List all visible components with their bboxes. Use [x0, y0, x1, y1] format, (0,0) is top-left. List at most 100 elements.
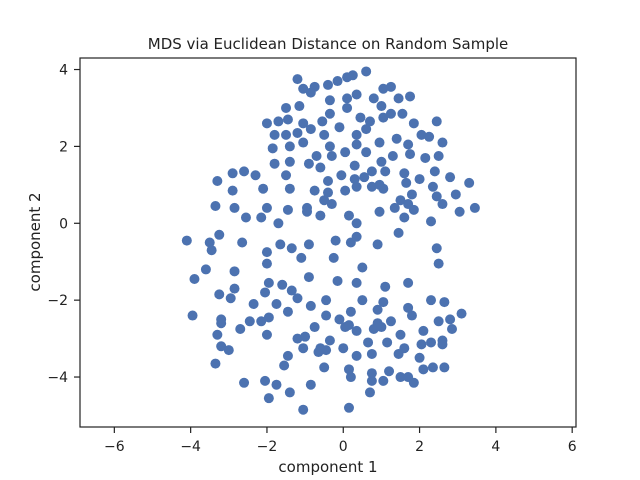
scatter-point: [284, 156, 295, 167]
scatter-point: [351, 181, 362, 192]
scatter-point: [292, 293, 303, 304]
scatter-point: [282, 114, 293, 125]
scatter-point: [380, 281, 391, 292]
scatter-point: [433, 316, 444, 327]
scatter-point: [336, 170, 347, 181]
scatter-point: [210, 358, 221, 369]
scatter-point: [343, 364, 354, 375]
scatter-point: [284, 141, 295, 152]
scatter-point: [298, 83, 309, 94]
scatter-point: [303, 158, 314, 169]
scatter-point: [321, 295, 332, 306]
scatter-point: [426, 216, 437, 227]
scatter-point: [282, 306, 293, 317]
scatter-point: [263, 277, 274, 288]
scatter-point: [357, 262, 368, 273]
scatter-point: [343, 210, 354, 221]
scatter-point: [403, 277, 414, 288]
scatter-point: [227, 185, 238, 196]
scatter-point: [239, 377, 250, 388]
scatter-point: [282, 350, 293, 361]
scatter-point: [223, 345, 234, 356]
scatter-point: [256, 316, 267, 327]
scatter-point: [343, 402, 354, 413]
scatter-point: [431, 243, 442, 254]
scatter-point: [340, 185, 351, 196]
scatter-point: [326, 199, 337, 210]
scatter-point: [271, 299, 282, 309]
scatter-point: [292, 74, 303, 85]
scatter-point: [408, 377, 419, 388]
scatter-point: [235, 323, 246, 334]
scatter-point: [292, 127, 303, 138]
scatter-point: [342, 93, 353, 104]
x-tick-label: −6: [104, 439, 125, 455]
scatter-point: [416, 129, 427, 140]
scatter-point: [305, 379, 316, 390]
scatter-point: [374, 206, 385, 217]
scatter-point: [382, 337, 393, 348]
scatter-point: [454, 206, 465, 217]
scatter-point: [447, 323, 457, 334]
scatter-point: [445, 172, 456, 183]
x-tick-label: 4: [491, 439, 500, 455]
scatter-point: [433, 258, 444, 269]
scatter-point: [345, 306, 356, 317]
scatter-point: [319, 129, 330, 140]
scatter-point: [294, 101, 305, 112]
scatter-point: [351, 129, 362, 140]
scatter-point: [181, 235, 192, 246]
scatter-point: [366, 166, 377, 177]
scatter-point: [305, 87, 316, 98]
scatter-point: [349, 160, 360, 171]
scatter-point: [315, 162, 326, 173]
scatter-point: [456, 308, 467, 319]
scatter-point: [334, 314, 345, 325]
scatter-point: [261, 258, 272, 269]
scatter-point: [416, 339, 427, 350]
scatter-point: [439, 297, 450, 308]
scatter-point: [405, 149, 416, 160]
scatter-point: [366, 368, 377, 379]
scatter-point: [261, 247, 272, 258]
scatter-point: [292, 333, 303, 344]
scatter-point: [376, 101, 387, 112]
scatter-point: [374, 137, 385, 148]
scatter-point: [351, 218, 362, 229]
scatter-point: [244, 316, 255, 327]
scatter-point: [378, 112, 389, 123]
scatter-point: [437, 137, 448, 148]
scatter-point: [439, 362, 450, 373]
scatter-point: [277, 279, 288, 290]
scatter-point: [317, 116, 328, 127]
scatter-point: [319, 362, 330, 373]
scatter-point: [351, 277, 362, 288]
scatter-point: [399, 343, 410, 354]
scatter-point: [324, 95, 335, 106]
scatter-point: [240, 212, 251, 223]
scatter-point: [227, 168, 238, 179]
scatter-point: [437, 339, 448, 350]
scatter-point: [368, 323, 379, 334]
scatter-point: [366, 181, 377, 192]
scatter-point: [368, 93, 379, 104]
scatter-point: [300, 331, 311, 342]
scatter-point: [303, 239, 314, 250]
scatter-point: [261, 118, 272, 129]
scatter-point: [324, 141, 335, 152]
scatter-point: [332, 275, 343, 286]
y-axis-label: component 2: [26, 192, 44, 291]
scatter-point: [351, 139, 362, 150]
scatter-point: [260, 375, 271, 386]
scatter-point: [361, 147, 372, 158]
scatter-point: [445, 314, 456, 325]
scatter-point: [269, 129, 280, 140]
scatter-point: [298, 404, 309, 415]
scatter-point: [340, 322, 351, 333]
scatter-point: [212, 329, 223, 340]
scatter-point: [359, 172, 370, 183]
scatter-point: [334, 122, 345, 133]
scatter-point: [281, 170, 292, 181]
scatter-point: [429, 166, 440, 177]
